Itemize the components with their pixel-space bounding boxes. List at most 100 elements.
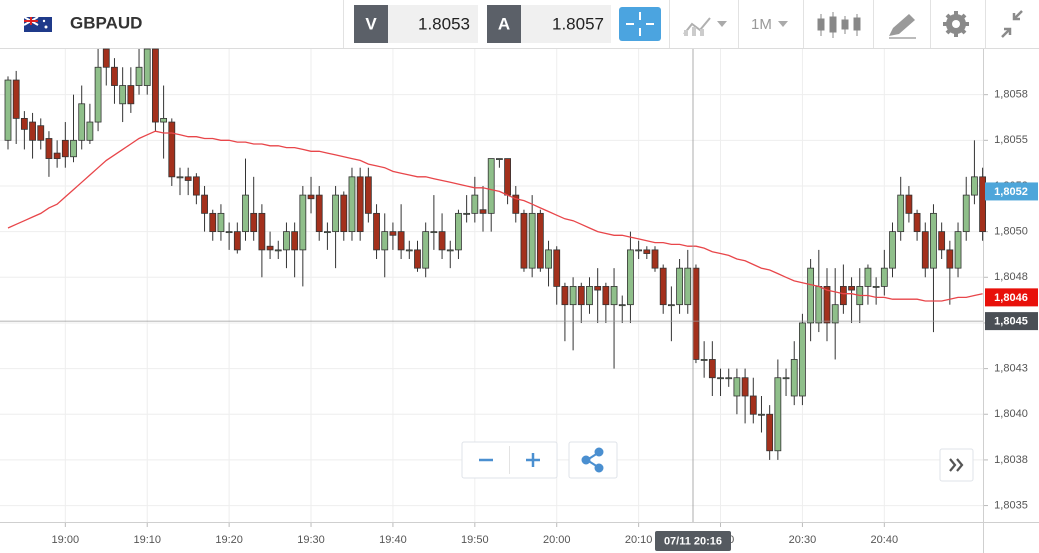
candle-body [692,267,700,360]
flag-icon [23,16,52,32]
candle-body [749,395,757,415]
candle-body [758,413,765,416]
x-tick-label: 19:30 [297,534,325,546]
x-tick-label: 19:50 [461,534,489,546]
candle-body [536,212,544,269]
candle-body [954,231,962,269]
draw-button[interactable] [889,14,916,39]
y-tick-label: 1,8058 [994,89,1028,101]
moving-average-line [7,130,983,302]
candle-body [930,212,937,269]
candle-body [471,194,479,214]
symbol: GBPAUD [70,13,142,32]
candle-body [676,267,683,306]
bid-badge[interactable] [354,5,388,43]
candle-body [160,117,168,123]
x-tick-label: 19:20 [215,534,243,546]
candle-body [725,377,733,380]
candle-body [422,231,430,269]
candle-body [45,138,53,159]
ask-box[interactable] [521,5,611,43]
candle-body [684,267,692,306]
settings-button[interactable] [943,11,969,37]
timeframe[interactable]: 1M [751,16,772,33]
candle-body [504,158,511,196]
candle-body [586,286,593,306]
candle-body [438,231,446,251]
candle-body [12,79,20,119]
candle-body [299,194,307,251]
candle-body [274,249,282,252]
candle-body [848,286,855,291]
price-label-box [985,182,1038,201]
candle-body [610,286,618,306]
candle-body [78,103,86,141]
ask-badge[interactable] [487,5,521,43]
toolbar: GBPAUD V 1.8053 A 1.8057 1M [0,0,1039,49]
candle-body [667,304,675,307]
ask-label: A [498,14,510,33]
y-tick-label: 1,8048 [994,271,1028,283]
candle-body [839,286,847,306]
candle-body [291,231,299,251]
candle-body [872,286,880,288]
candle-body [135,66,143,86]
price-label: 1,8046 [994,292,1028,304]
candle-body [414,249,421,269]
candle-body [627,249,634,306]
candle-body [143,48,151,86]
candle-body [446,249,454,252]
y-tick-label: 1,8035 [994,499,1028,511]
candle-body [307,194,315,200]
candle-body [774,377,782,452]
candle-body [405,249,413,252]
candle-body [455,212,462,251]
candle-body [225,231,233,234]
candle-body [119,85,127,105]
chart-type-button[interactable] [683,17,727,36]
candle-body [897,194,905,233]
share-icon [581,447,604,473]
x-tick-label: 20:00 [543,534,571,546]
candle-body [127,85,135,105]
candle-body [487,158,495,214]
candle-body [37,125,45,141]
share-button[interactable] [568,441,618,479]
candle-body [700,359,708,361]
y-tick-label: 1,8055 [994,134,1028,146]
crosshair-time-label: 07/11 20:16 [664,535,722,547]
candle-body [152,48,159,123]
candle-body [594,286,602,291]
candle-body [618,304,626,307]
crosshair-price-label: 1,8045 [994,316,1028,328]
candle-body [864,267,872,287]
candle-body [880,267,888,287]
candle-body [332,194,339,233]
timeframe-caret [778,21,788,27]
x-tick-label: 20:30 [789,534,817,546]
crosshair-button[interactable] [619,7,661,41]
candle-body [258,212,266,251]
candle-body [315,194,323,233]
candle-body [782,377,790,380]
candle-body [168,121,176,178]
candle-body [463,212,471,215]
candle-body [381,231,389,251]
candle-body [790,359,798,397]
candle-body [364,176,372,214]
zoom-controls [461,441,618,479]
candle-body [389,231,397,236]
candle-body [545,249,552,269]
candle-body [979,176,987,233]
bid-box[interactable] [388,5,478,43]
scroll-right-button[interactable] [939,448,974,482]
candle-style-button[interactable] [817,12,861,38]
collapse-button[interactable] [1001,10,1023,38]
y-tick-label: 1,8043 [994,363,1028,375]
y-tick-label: 1,8038 [994,454,1028,466]
candle-body [528,212,536,269]
candle-body [397,231,405,251]
candle-body [340,194,348,233]
zoom-in-button[interactable] [526,453,540,467]
